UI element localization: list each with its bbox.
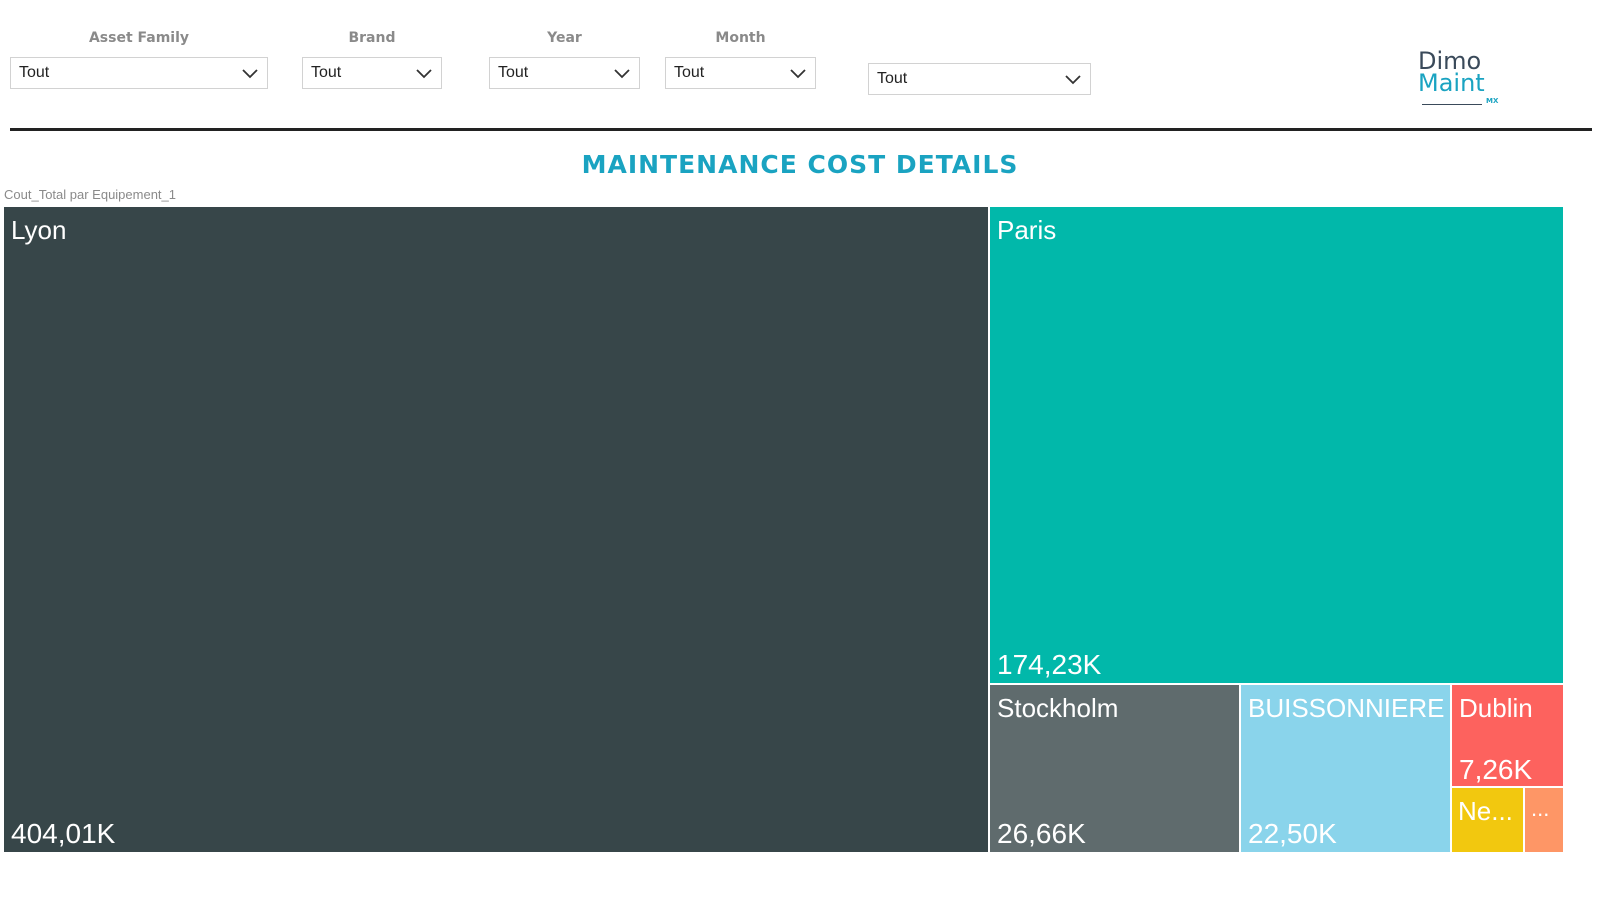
logo-line-2: Maint	[1418, 69, 1485, 97]
asset-family-dropdown[interactable]: Tout	[10, 57, 268, 89]
filter-label: Asset Family	[88, 30, 190, 46]
tile-label: Ne...	[1458, 796, 1513, 826]
dropdown-value: Tout	[877, 70, 908, 87]
tile-label: ...	[1531, 796, 1550, 821]
dropdown-value: Tout	[674, 64, 705, 81]
tile-value: 404,01K	[11, 818, 116, 849]
page-title: MAINTENANCE COST DETAILS	[581, 150, 1019, 179]
tile-ne[interactable]: Ne...	[1452, 788, 1523, 852]
filter-label: Brand	[348, 30, 396, 46]
tile-other[interactable]: ...	[1525, 788, 1563, 852]
chart-title: Cout_Total par Equipement_1	[4, 187, 177, 202]
chevron-down-icon	[1065, 75, 1081, 85]
filter-year: Year Tout	[489, 30, 640, 92]
logo-sub: MX	[1486, 97, 1499, 105]
tile-value: 26,66K	[997, 818, 1086, 849]
dropdown-value: Tout	[311, 64, 342, 81]
logo-line-1: Dimo	[1418, 47, 1482, 75]
filter-unlabeled: Tout	[868, 30, 1091, 97]
tile-lyon[interactable]: Lyon 404,01K	[4, 207, 988, 852]
tile-value: 174,23K	[997, 649, 1102, 680]
filter-asset-family: Asset Family Tout	[10, 30, 268, 92]
chevron-down-icon	[614, 69, 630, 79]
dropdown-value: Tout	[498, 64, 529, 81]
year-dropdown[interactable]: Tout	[489, 57, 640, 89]
tile-dublin[interactable]: Dublin 7,26K	[1452, 685, 1563, 786]
month-dropdown[interactable]: Tout	[665, 57, 816, 89]
logo-underline	[1422, 104, 1482, 105]
brand-logo: Dimo Maint MX	[1418, 47, 1508, 110]
chevron-down-icon	[242, 69, 258, 79]
tile-label: Dublin	[1459, 693, 1533, 723]
tile-paris[interactable]: Paris 174,23K	[990, 207, 1563, 683]
chevron-down-icon	[416, 69, 432, 79]
tile-value: 22,50K	[1248, 818, 1337, 849]
tile-label: Stockholm	[997, 693, 1119, 723]
tile-label: BUISSONNIERE	[1248, 693, 1445, 723]
tile-value: 7,26K	[1459, 754, 1533, 785]
chevron-down-icon	[790, 69, 806, 79]
unlabeled-dropdown[interactable]: Tout	[868, 63, 1091, 95]
filter-label: Year	[547, 30, 582, 46]
filter-brand: Brand Tout	[302, 30, 442, 92]
filter-label: Month	[715, 30, 766, 46]
brand-dropdown[interactable]: Tout	[302, 57, 442, 89]
tile-buissonniere[interactable]: BUISSONNIERE 22,50K	[1241, 685, 1450, 852]
dropdown-value: Tout	[19, 64, 50, 81]
tile-label: Lyon	[11, 215, 67, 245]
filter-month: Month Tout	[665, 30, 816, 92]
header-divider	[10, 128, 1592, 131]
tile-label: Paris	[997, 215, 1057, 245]
tile-stockholm[interactable]: Stockholm 26,66K	[990, 685, 1239, 852]
